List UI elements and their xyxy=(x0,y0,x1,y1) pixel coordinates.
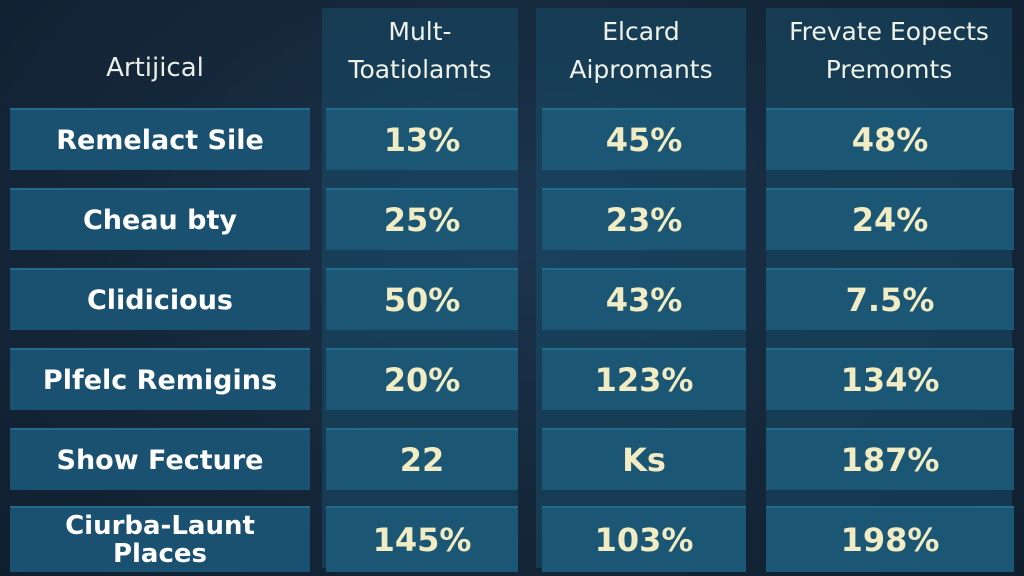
table-cell: 45% xyxy=(542,108,746,170)
table-cell: Ks xyxy=(542,428,746,490)
row-label: Remelact Sile xyxy=(10,108,310,170)
table-cell: 23% xyxy=(542,188,746,250)
header-column-3: Frevate Eopects Premomts xyxy=(766,10,1012,92)
table-row: Plfelc Remigins 20% 123% 134% xyxy=(10,348,1014,410)
table-cell: 50% xyxy=(326,268,518,330)
table-row: Ciurba-Launt Places 145% 103% 198% xyxy=(10,506,1014,572)
table-row: Clidicious 50% 43% 7.5% xyxy=(10,268,1014,330)
table-cell: 7.5% xyxy=(766,268,1014,330)
header-column-2: Elcard Aipromants xyxy=(536,10,746,92)
table-cell: 13% xyxy=(326,108,518,170)
header-text: Mult- xyxy=(388,17,452,46)
header-text: Frevate Eopects xyxy=(789,17,989,46)
header-column-1: Mult- Toatiolamts xyxy=(322,10,518,92)
table-row: Remelact Sile 13% 45% 48% xyxy=(10,108,1014,170)
table-cell: 103% xyxy=(542,506,746,572)
header-text: Toatiolamts xyxy=(348,55,492,84)
header-text: Aipromants xyxy=(569,55,713,84)
row-label: Clidicious xyxy=(10,268,310,330)
table-cell: 25% xyxy=(326,188,518,250)
table-cell: 187% xyxy=(766,428,1014,490)
table-cell: 48% xyxy=(766,108,1014,170)
header-text: Premomts xyxy=(825,55,953,84)
table-row: Cheau bty 25% 23% 24% xyxy=(10,188,1014,250)
table-cell: 20% xyxy=(326,348,518,410)
row-label-line: Places xyxy=(112,539,208,569)
row-label-line: Ciurba-Launt xyxy=(65,511,255,541)
row-label: Ciurba-Launt Places xyxy=(10,506,310,572)
table-cell: 43% xyxy=(542,268,746,330)
table-row: Show Fecture 22 Ks 187% xyxy=(10,428,1014,490)
table-cell: 22 xyxy=(326,428,518,490)
header-text: Elcard xyxy=(602,17,680,46)
header-row-label: Artijical xyxy=(20,46,290,90)
table-cell: 123% xyxy=(542,348,746,410)
row-label: Show Fecture xyxy=(10,428,310,490)
row-label: Cheau bty xyxy=(10,188,310,250)
table-cell: 145% xyxy=(326,506,518,572)
table-cell: 198% xyxy=(766,506,1014,572)
row-label: Plfelc Remigins xyxy=(10,348,310,410)
header-text: Artijical xyxy=(106,53,204,83)
table-cell: 24% xyxy=(766,188,1014,250)
table-cell: 134% xyxy=(766,348,1014,410)
